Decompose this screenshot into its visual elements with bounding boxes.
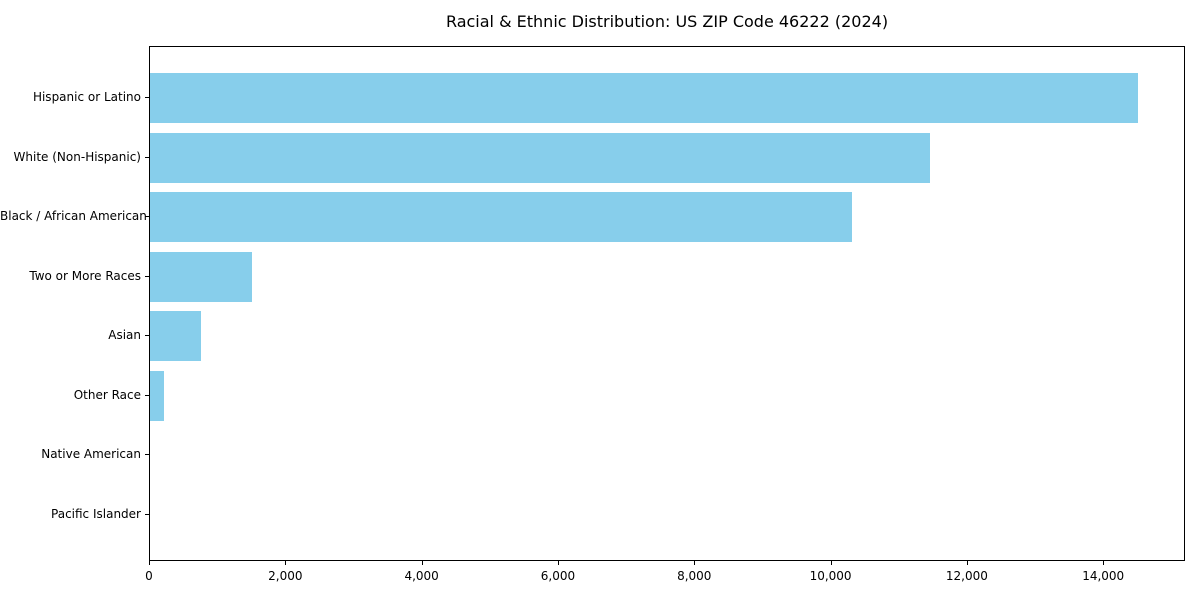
y-tick-label-black-african-american: Black / African American xyxy=(0,209,147,224)
y-tick-label-pacific-islander: Pacific Islander xyxy=(51,507,141,521)
y-tick-mark xyxy=(145,216,149,218)
y-tick-mark xyxy=(145,97,149,98)
x-tick-mark xyxy=(285,561,287,565)
y-tick-label-asian: Asian xyxy=(108,328,141,343)
y-tick-label-white-non-hispanic: White (Non-Hispanic) xyxy=(13,149,141,164)
y-tick-mark xyxy=(145,275,149,277)
x-tick-mark xyxy=(830,561,832,565)
x-tick-label-12000: 12,000 xyxy=(945,569,988,583)
y-tick-mark xyxy=(145,394,149,396)
bar-asian xyxy=(150,311,202,362)
y-tick-mark xyxy=(145,454,149,456)
x-tick-label-4000: 4,000 xyxy=(404,569,439,583)
y-tick-mark xyxy=(145,514,149,515)
plot-area xyxy=(149,46,1185,561)
x-tick-label-0: 0 xyxy=(145,569,153,583)
y-tick-label-hispanic-or-latino: Hispanic or Latino xyxy=(32,90,141,104)
x-tick-label-14000: 14,000 xyxy=(1082,569,1125,583)
y-tick-label-native-american: Native American xyxy=(41,447,141,462)
chart-title: Racial & Ethnic Distribution: US ZIP Cod… xyxy=(445,12,889,31)
x-tick-label-2000: 2,000 xyxy=(268,569,303,583)
x-tick-mark xyxy=(557,561,559,565)
bar-black-african-american xyxy=(150,192,853,243)
y-tick-mark xyxy=(145,335,149,337)
bar-white-non-hispanic xyxy=(150,132,931,183)
y-tick-label-two-or-more-races: Two or More Races xyxy=(29,268,141,283)
x-tick-mark xyxy=(1103,561,1105,565)
bar-other-race xyxy=(150,370,164,421)
bar-hispanic-or-latino xyxy=(150,73,1139,123)
x-tick-mark xyxy=(149,561,150,565)
x-tick-label-6000: 6,000 xyxy=(540,569,576,583)
x-tick-mark xyxy=(421,561,423,565)
y-tick-mark xyxy=(145,156,149,158)
x-tick-mark xyxy=(966,561,968,565)
y-tick-label-other-race: Other Race xyxy=(73,387,141,402)
bar-two-or-more-races xyxy=(150,251,253,302)
x-tick-label-8000: 8,000 xyxy=(677,569,712,583)
x-tick-mark xyxy=(694,561,696,565)
x-tick-label-10000: 10,000 xyxy=(809,569,852,583)
